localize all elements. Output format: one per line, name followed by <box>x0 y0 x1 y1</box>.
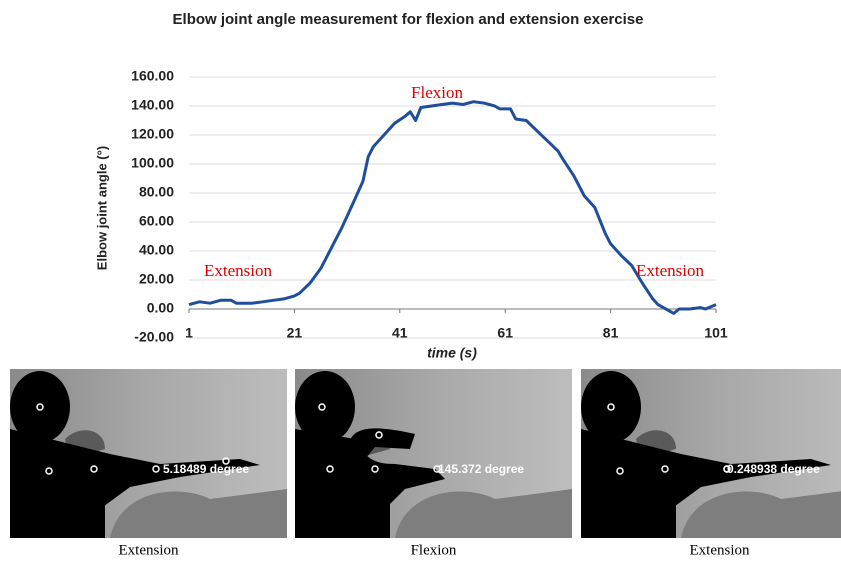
data-line <box>188 100 717 315</box>
annotation: Flexion <box>411 83 463 102</box>
joint-marker <box>152 465 160 473</box>
y-tick-label: 160.00 <box>131 68 174 84</box>
y-axis-label: Elbow joint angle (°) <box>94 146 109 270</box>
x-tick-label: 101 <box>704 325 728 341</box>
body-lower <box>581 499 676 538</box>
y-tick-label: 40.00 <box>139 242 174 258</box>
joint-marker <box>661 465 669 473</box>
x-tick-label: 41 <box>392 325 408 341</box>
image-caption: Flexion <box>411 542 457 558</box>
x-tick-label: 81 <box>603 325 619 341</box>
joint-marker <box>375 431 383 439</box>
joint-marker <box>318 403 326 411</box>
head <box>581 371 641 443</box>
annotation: Extension <box>204 261 272 280</box>
joint-marker <box>326 465 334 473</box>
x-tick-label: 21 <box>287 325 303 341</box>
lower-region <box>395 489 572 538</box>
angle-overlay: 5.18489 degree <box>163 462 249 476</box>
image-panel: 5.18489 degree Extension <box>10 369 287 558</box>
joint-marker <box>723 465 731 473</box>
panel-content: 5.18489 degree <box>10 369 287 538</box>
panel-content: 145.372 degree <box>295 369 572 538</box>
chart-title: Elbow joint angle measurement for flexio… <box>172 11 644 28</box>
joint-marker <box>371 465 379 473</box>
joint-marker <box>616 467 624 475</box>
x-axis-label: time (s) <box>427 345 477 361</box>
y-tick-label: 80.00 <box>139 184 174 200</box>
joint-marker <box>607 403 615 411</box>
y-tick-label: 0.00 <box>147 300 174 316</box>
head <box>10 371 70 443</box>
angle-overlay: 145.372 degree <box>438 462 524 476</box>
y-tick-label: 20.00 <box>139 271 174 287</box>
image-panel: 0.248938 degree Extension <box>581 369 841 558</box>
panel-content: 0.248938 degree <box>581 369 841 538</box>
y-tick-label: 140.00 <box>131 97 174 113</box>
y-tick-label: -20.00 <box>134 329 174 345</box>
body-lower <box>295 499 390 538</box>
joint-marker <box>222 457 230 465</box>
x-tick-label: 61 <box>497 325 513 341</box>
joint-marker <box>45 467 53 475</box>
image-caption: Extension <box>690 542 750 558</box>
lower-region <box>681 491 841 538</box>
annotation: Extension <box>636 261 704 280</box>
joint-marker <box>433 465 441 473</box>
x-tick-label: 1 <box>185 325 193 341</box>
image-panel: 145.372 degree Flexion <box>295 369 572 558</box>
y-tick-label: 120.00 <box>131 126 174 142</box>
body-lower <box>10 499 105 538</box>
image-caption: Extension <box>119 542 179 558</box>
lower-region <box>110 489 287 538</box>
y-tick-label: 60.00 <box>139 213 174 229</box>
angle-overlay: 0.248938 degree <box>727 462 820 476</box>
joint-marker <box>90 465 98 473</box>
joint-marker <box>36 403 44 411</box>
y-tick-label: 100.00 <box>131 155 174 171</box>
